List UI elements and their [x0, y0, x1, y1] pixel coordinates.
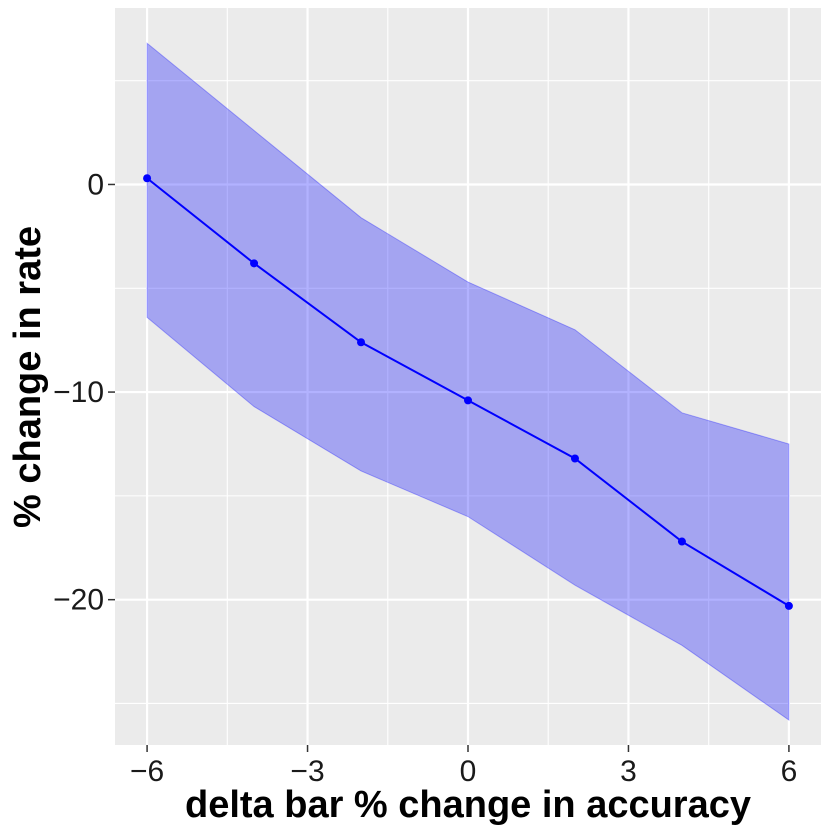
x-axis-title: delta bar % change in accuracy — [185, 784, 751, 826]
x-tick-label: −3 — [290, 755, 324, 788]
y-tick-labels: 0 −10 −20 — [53, 168, 104, 616]
data-point — [250, 259, 259, 268]
data-point — [570, 454, 579, 463]
confidence-ribbons — [146, 42, 790, 722]
data-point — [357, 338, 366, 347]
x-tick-label: 0 — [460, 755, 477, 788]
series-points — [143, 174, 793, 610]
confidence-ribbon — [146, 42, 790, 722]
y-tick-label: 0 — [87, 168, 104, 201]
x-tick-label: −6 — [130, 755, 164, 788]
x-tick-labels: −6 −3 0 3 6 — [130, 755, 797, 788]
data-point — [784, 601, 793, 610]
x-tick-label: 6 — [781, 755, 798, 788]
y-tick-label: −20 — [53, 584, 104, 617]
y-axis-title: % change in rate — [7, 226, 49, 528]
y-tick-label: −10 — [53, 376, 104, 409]
data-point — [464, 396, 472, 405]
axis-ticks — [108, 183, 790, 752]
data-point — [143, 174, 152, 183]
major-grid — [115, 8, 821, 745]
x-tick-label: 3 — [620, 755, 637, 788]
data-point — [677, 537, 686, 546]
